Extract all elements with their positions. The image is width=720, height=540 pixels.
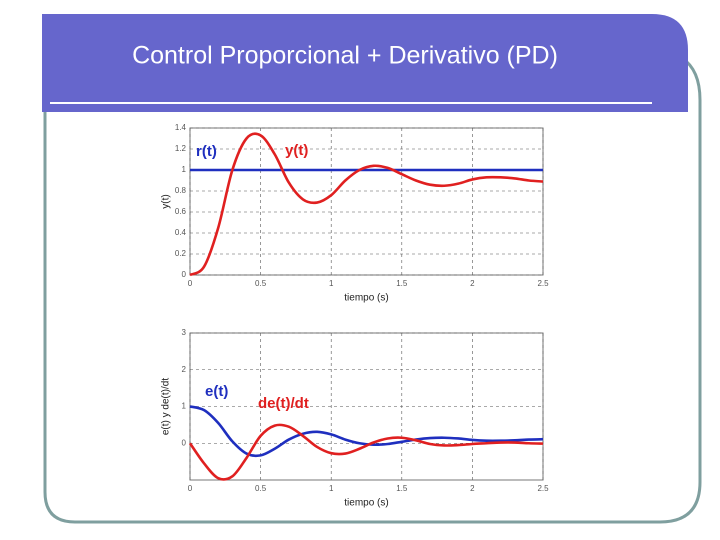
y-axis-label: y(t) <box>161 194 172 208</box>
x-tick-label: 1.5 <box>396 279 408 288</box>
x-axis-label: tiempo (s) <box>344 293 388 304</box>
series-label: e(t) <box>205 383 228 400</box>
x-tick-label: 1 <box>329 484 334 493</box>
x-axis-label: tiempo (s) <box>344 498 388 509</box>
x-tick-label: 0.5 <box>255 484 267 493</box>
line-series <box>189 132 544 277</box>
x-tick-label: 0 <box>188 279 193 288</box>
title-banner <box>42 14 688 112</box>
y-tick-label: 3 <box>182 328 187 337</box>
x-tick-label: 0.5 <box>255 279 267 288</box>
y-tick-label: 0 <box>182 270 187 279</box>
slide-frame <box>43 56 702 524</box>
x-tick-label: 2.5 <box>537 484 549 493</box>
x-tick-label: 0 <box>188 484 193 493</box>
slide-title: Control Proporcional + Derivativo (PD) <box>132 42 558 70</box>
y-tick-label: 1.4 <box>175 123 187 132</box>
series-label: de(t)/dt <box>258 395 309 412</box>
x-tick-label: 2 <box>470 279 475 288</box>
y-tick-label: 1.2 <box>175 144 187 153</box>
y-tick-label: 1 <box>182 402 187 411</box>
y-tick-label: 0.2 <box>175 249 187 258</box>
series-label: y(t) <box>285 142 308 159</box>
y-tick-label: 0.6 <box>175 207 187 216</box>
line-series <box>188 423 544 481</box>
series-label: r(t) <box>196 143 217 160</box>
y-tick-label: 0.8 <box>175 186 187 195</box>
y-tick-label: 0.4 <box>175 228 187 237</box>
y-tick-label: 1 <box>182 165 187 174</box>
plot-area <box>189 127 544 276</box>
x-tick-label: 1.5 <box>396 484 408 493</box>
y-tick-label: 0 <box>182 438 187 447</box>
x-tick-label: 2 <box>470 484 475 493</box>
y-axis-label: e(t) y de(t)/dt <box>161 378 172 435</box>
y-tick-label: 2 <box>182 365 187 374</box>
x-tick-label: 2.5 <box>537 279 549 288</box>
x-tick-label: 1 <box>329 279 334 288</box>
